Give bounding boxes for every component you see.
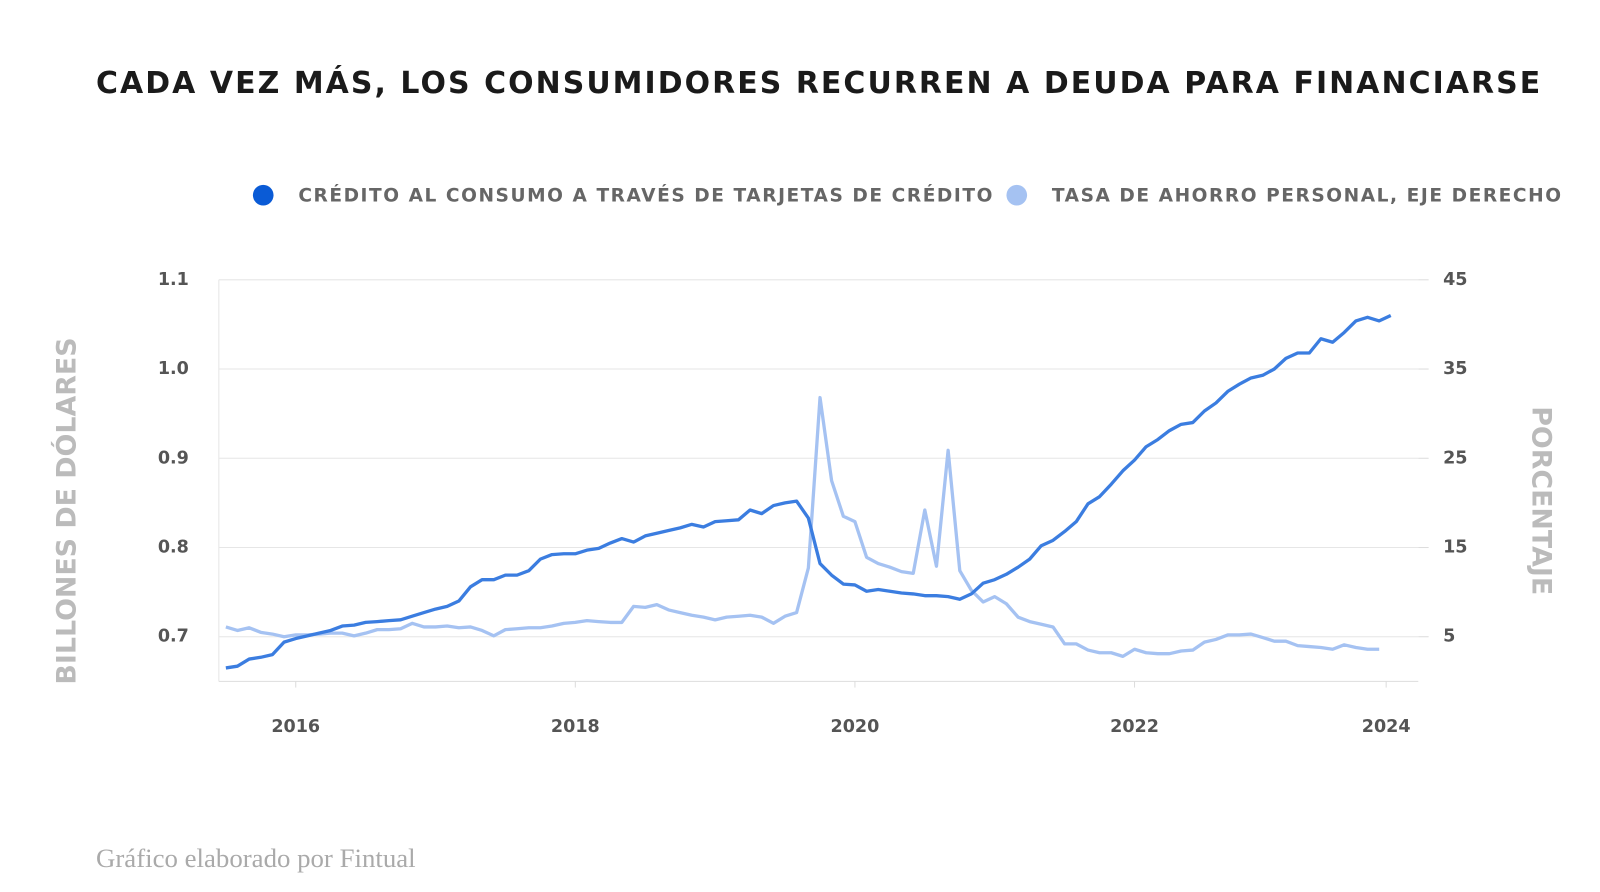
x-tick-label: 2020 [831,717,880,737]
y2-tick-label: 25 [1443,448,1467,468]
footer: Gráfico elaborado por Fintual [96,843,416,873]
legend-label: TASA DE AHORRO PERSONAL, EJE DERECHO [1052,186,1563,207]
y2-tick-label: 5 [1443,627,1455,647]
y2-axis-title: PORCENTAJE [1526,406,1557,595]
y2-tick-label: 15 [1443,538,1467,558]
y-tick-label: 0.7 [158,627,189,647]
x-tick-label: 2018 [551,717,600,737]
legend-marker [252,184,274,206]
y-tick-label: 1.1 [158,270,189,290]
data-line [225,314,1392,670]
legend-marker [1006,184,1028,206]
y-tick-label: 1.0 [158,359,189,379]
legend-label: CRÉDITO AL CONSUMO A TRAVÉS DE TARJETAS … [298,184,994,207]
y-tick-label: 0.8 [158,538,189,558]
y2-tick-label: 45 [1443,270,1467,290]
chart-title: CADA VEZ MÁS, LOS CONSUMIDORES RECURREN … [96,65,1542,101]
data-line [225,395,1380,659]
x-tick-label: 2016 [271,717,320,737]
y2-tick-label: 35 [1443,359,1467,379]
y-axis-title: BILLONES DE DÓLARES [51,337,83,684]
y-tick-label: 0.9 [158,448,189,468]
x-tick-label: 2024 [1362,717,1411,737]
x-tick-label: 2022 [1110,717,1159,737]
